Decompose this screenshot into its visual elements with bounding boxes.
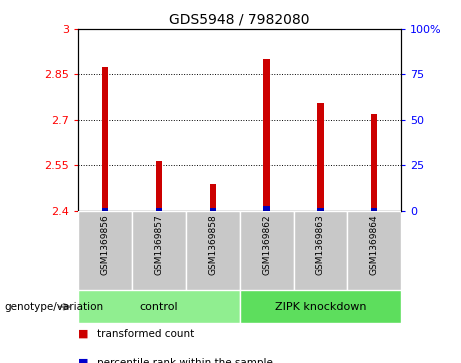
- Text: GSM1369858: GSM1369858: [208, 215, 217, 275]
- Bar: [186, 211, 240, 290]
- Bar: [132, 211, 186, 290]
- Text: GSM1369857: GSM1369857: [154, 215, 164, 275]
- Text: percentile rank within the sample: percentile rank within the sample: [97, 358, 273, 363]
- Bar: [317, 103, 324, 211]
- Text: ■: ■: [78, 329, 89, 339]
- Text: ■: ■: [78, 358, 89, 363]
- Bar: [240, 290, 401, 323]
- Bar: [102, 208, 108, 211]
- Text: transformed count: transformed count: [97, 329, 194, 339]
- Bar: [210, 184, 216, 211]
- Bar: [371, 208, 378, 211]
- Bar: [156, 160, 162, 211]
- Bar: [210, 208, 216, 211]
- Bar: [240, 211, 294, 290]
- Title: GDS5948 / 7982080: GDS5948 / 7982080: [170, 12, 310, 26]
- Bar: [294, 211, 347, 290]
- Bar: [347, 211, 401, 290]
- Bar: [102, 67, 108, 211]
- Text: GSM1369864: GSM1369864: [370, 215, 378, 275]
- Text: GSM1369863: GSM1369863: [316, 215, 325, 275]
- Text: control: control: [140, 302, 178, 312]
- Text: genotype/variation: genotype/variation: [5, 302, 104, 312]
- Bar: [78, 290, 240, 323]
- Bar: [263, 206, 270, 211]
- Bar: [156, 208, 162, 211]
- Text: ZIPK knockdown: ZIPK knockdown: [275, 302, 366, 312]
- Text: GSM1369862: GSM1369862: [262, 215, 271, 275]
- Bar: [317, 208, 324, 211]
- Bar: [263, 59, 270, 211]
- Text: GSM1369856: GSM1369856: [101, 215, 110, 275]
- Bar: [78, 211, 132, 290]
- Bar: [371, 114, 378, 211]
